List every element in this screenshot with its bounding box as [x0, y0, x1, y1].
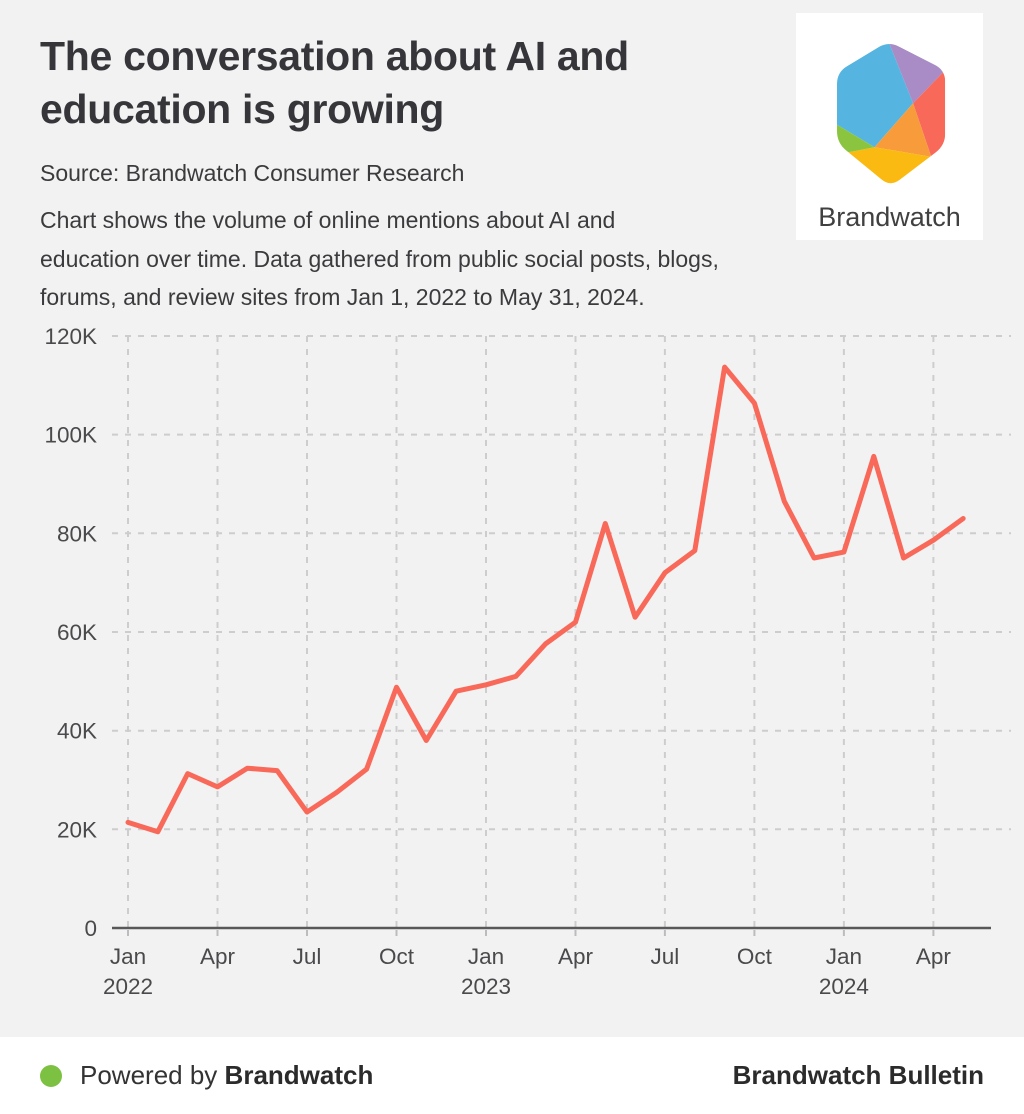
x-axis-label: Jan — [826, 944, 862, 969]
y-axis-label: 100K — [44, 423, 97, 448]
x-axis-label: Jul — [651, 944, 680, 969]
brandwatch-logo-card: Brandwatch — [796, 13, 983, 240]
x-axis-label: Apr — [200, 944, 236, 969]
bulletin-title: Brandwatch Bulletin — [732, 1060, 984, 1090]
y-axis-label: 0 — [84, 916, 97, 941]
x-axis-label: Apr — [916, 944, 952, 969]
chart-description: Chart shows the volume of online mention… — [40, 207, 719, 310]
powered-by-brand: Brandwatch — [224, 1060, 374, 1090]
y-axis-label: 120K — [44, 324, 97, 349]
status-dot-icon — [40, 1064, 62, 1087]
x-axis-year-label: 2024 — [819, 974, 869, 999]
logo-facet-salmon — [913, 70, 946, 157]
x-axis-year-label: 2023 — [461, 974, 511, 999]
logo-facet-yellow — [846, 147, 932, 184]
x-axis-label: Jan — [110, 944, 146, 969]
page-title: The conversation about AI and education … — [40, 33, 629, 132]
mentions-line-chart: 0 20K 40K 60K 80K 100K 120K Jan 2022 Apr Jul Oct Jan… — [44, 324, 1011, 999]
x-axis-label: Jul — [293, 944, 322, 969]
x-axis-label: Oct — [379, 944, 415, 969]
trend-line — [125, 364, 966, 835]
x-axis-label: Oct — [737, 944, 773, 969]
logo-facet-blue — [837, 43, 914, 148]
source-text: Source: Brandwatch Consumer Research — [40, 160, 465, 186]
y-axis-label: 60K — [57, 620, 97, 645]
logo-facet-orange — [874, 103, 932, 157]
x-axis-label: Apr — [558, 944, 594, 969]
footer-bar: Powered by Brandwatch Brandwatch Bulleti… — [0, 1037, 1024, 1114]
brandwatch-wordmark: Brandwatch — [818, 202, 961, 232]
powered-by-text: Powered by — [80, 1060, 218, 1090]
logo-facet-purple — [888, 43, 946, 104]
y-axis-label: 40K — [57, 719, 97, 744]
x-axis-year-label: 2022 — [103, 974, 153, 999]
x-axis-label: Jan — [468, 944, 504, 969]
y-axis-label: 20K — [57, 817, 97, 842]
logo-facet-green — [837, 124, 875, 153]
brandwatch-hexagon-logo-icon — [837, 43, 946, 184]
y-axis-label: 80K — [57, 521, 97, 546]
powered-by: Powered by Brandwatch — [40, 1060, 373, 1091]
